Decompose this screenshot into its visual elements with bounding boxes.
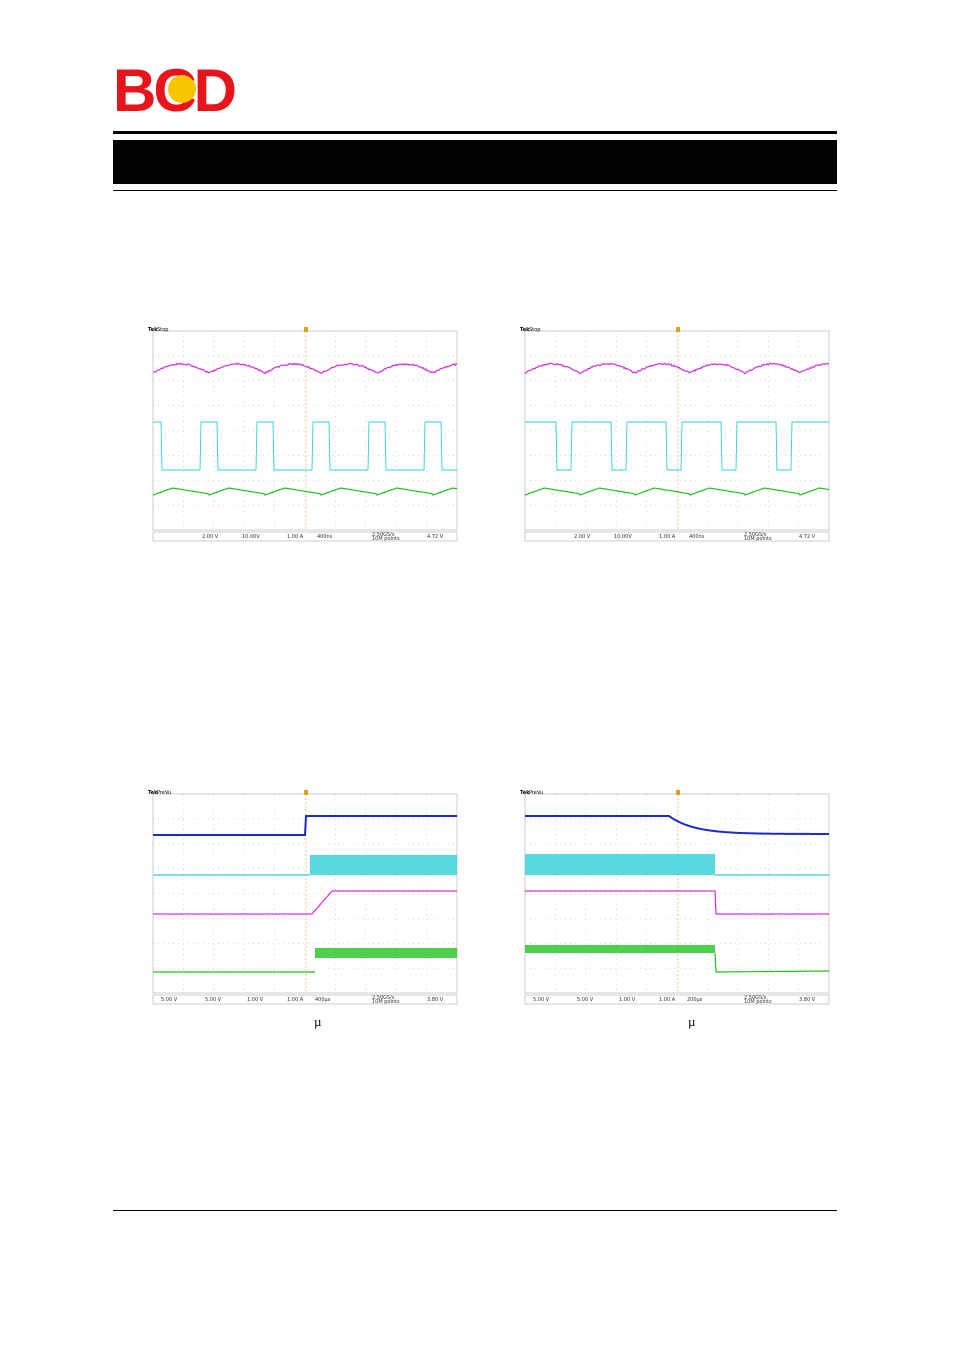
- caption: µ: [688, 1014, 696, 1030]
- readout: 10M points: [744, 536, 772, 542]
- rule: [113, 131, 837, 134]
- readout: 10M points: [372, 999, 400, 1005]
- readout: 4.72 V: [427, 534, 444, 540]
- readout: 1.00 V: [619, 997, 636, 1003]
- readout: 5.00 V: [577, 997, 594, 1003]
- noise-band: [310, 855, 457, 875]
- readout: 1.00 A: [659, 997, 676, 1003]
- scope-screenshot: Tek Stop2.00 V 10.00V 1.00 A 400ns 2.50GS/s10…: [147, 325, 459, 543]
- page: BCD µ µ TekStop2.00 V10.00V1.00 A400ns2.…: [0, 0, 954, 1350]
- rule: [113, 190, 837, 191]
- readout: 400ns: [689, 534, 705, 540]
- readout: 1.00 A: [287, 997, 304, 1003]
- readout: 200µs: [687, 997, 703, 1003]
- readout: 400µs: [315, 997, 331, 1003]
- readout: 5.00 V: [533, 997, 550, 1003]
- status-bar: [525, 532, 829, 541]
- readout: 10M points: [372, 536, 400, 542]
- readout: 10.00V: [242, 534, 260, 540]
- readout: 1.00 A: [659, 534, 676, 540]
- readout: 1.00 A: [287, 534, 304, 540]
- readout: 5.00 V: [161, 997, 178, 1003]
- readout: 5.00 V: [205, 997, 222, 1003]
- readout: 10M points: [744, 999, 772, 1005]
- caption: µ: [314, 1014, 322, 1030]
- readout: 10.00V: [614, 534, 632, 540]
- readout: 4.72 V: [799, 534, 816, 540]
- footer-rule: [113, 1210, 837, 1211]
- readout: 2.00 V: [574, 534, 591, 540]
- readout: 3.80 V: [799, 997, 816, 1003]
- trigger-marker: [304, 790, 308, 795]
- status: PreVu: [157, 790, 171, 796]
- readout: 2.00 V: [202, 534, 219, 540]
- scope-screenshot: Tek PreVu5.00 V 5.00 V 1.00 V 1.00 A 200µs 2.5…: [519, 788, 831, 1006]
- noise-band: [525, 854, 715, 875]
- status: Stop: [157, 327, 168, 333]
- header-bar: [113, 140, 837, 184]
- readout: 3.80 V: [427, 997, 444, 1003]
- logo-dot: [168, 75, 196, 103]
- status: Stop: [529, 327, 540, 333]
- status-bar: [153, 532, 457, 541]
- trigger-marker: [676, 327, 680, 332]
- noise-band: [525, 945, 715, 953]
- status-bar: [525, 995, 829, 1004]
- status-bar: [153, 995, 457, 1004]
- readout: 1.00 V: [247, 997, 264, 1003]
- status: PreVu: [529, 790, 543, 796]
- logo: BCD: [113, 64, 255, 114]
- trigger-marker: [676, 790, 680, 795]
- scope-screenshot: Tek PreVu5.00 V 5.00 V 1.00 V 1.00 A 400µs 2.5…: [147, 788, 459, 1006]
- trigger-marker: [304, 327, 308, 332]
- noise-band: [315, 948, 457, 958]
- scope-screenshot: Tek Stop2.00 V 10.00V 1.00 A 400ns 2.50GS/s10…: [519, 325, 831, 543]
- readout: 400ns: [317, 534, 333, 540]
